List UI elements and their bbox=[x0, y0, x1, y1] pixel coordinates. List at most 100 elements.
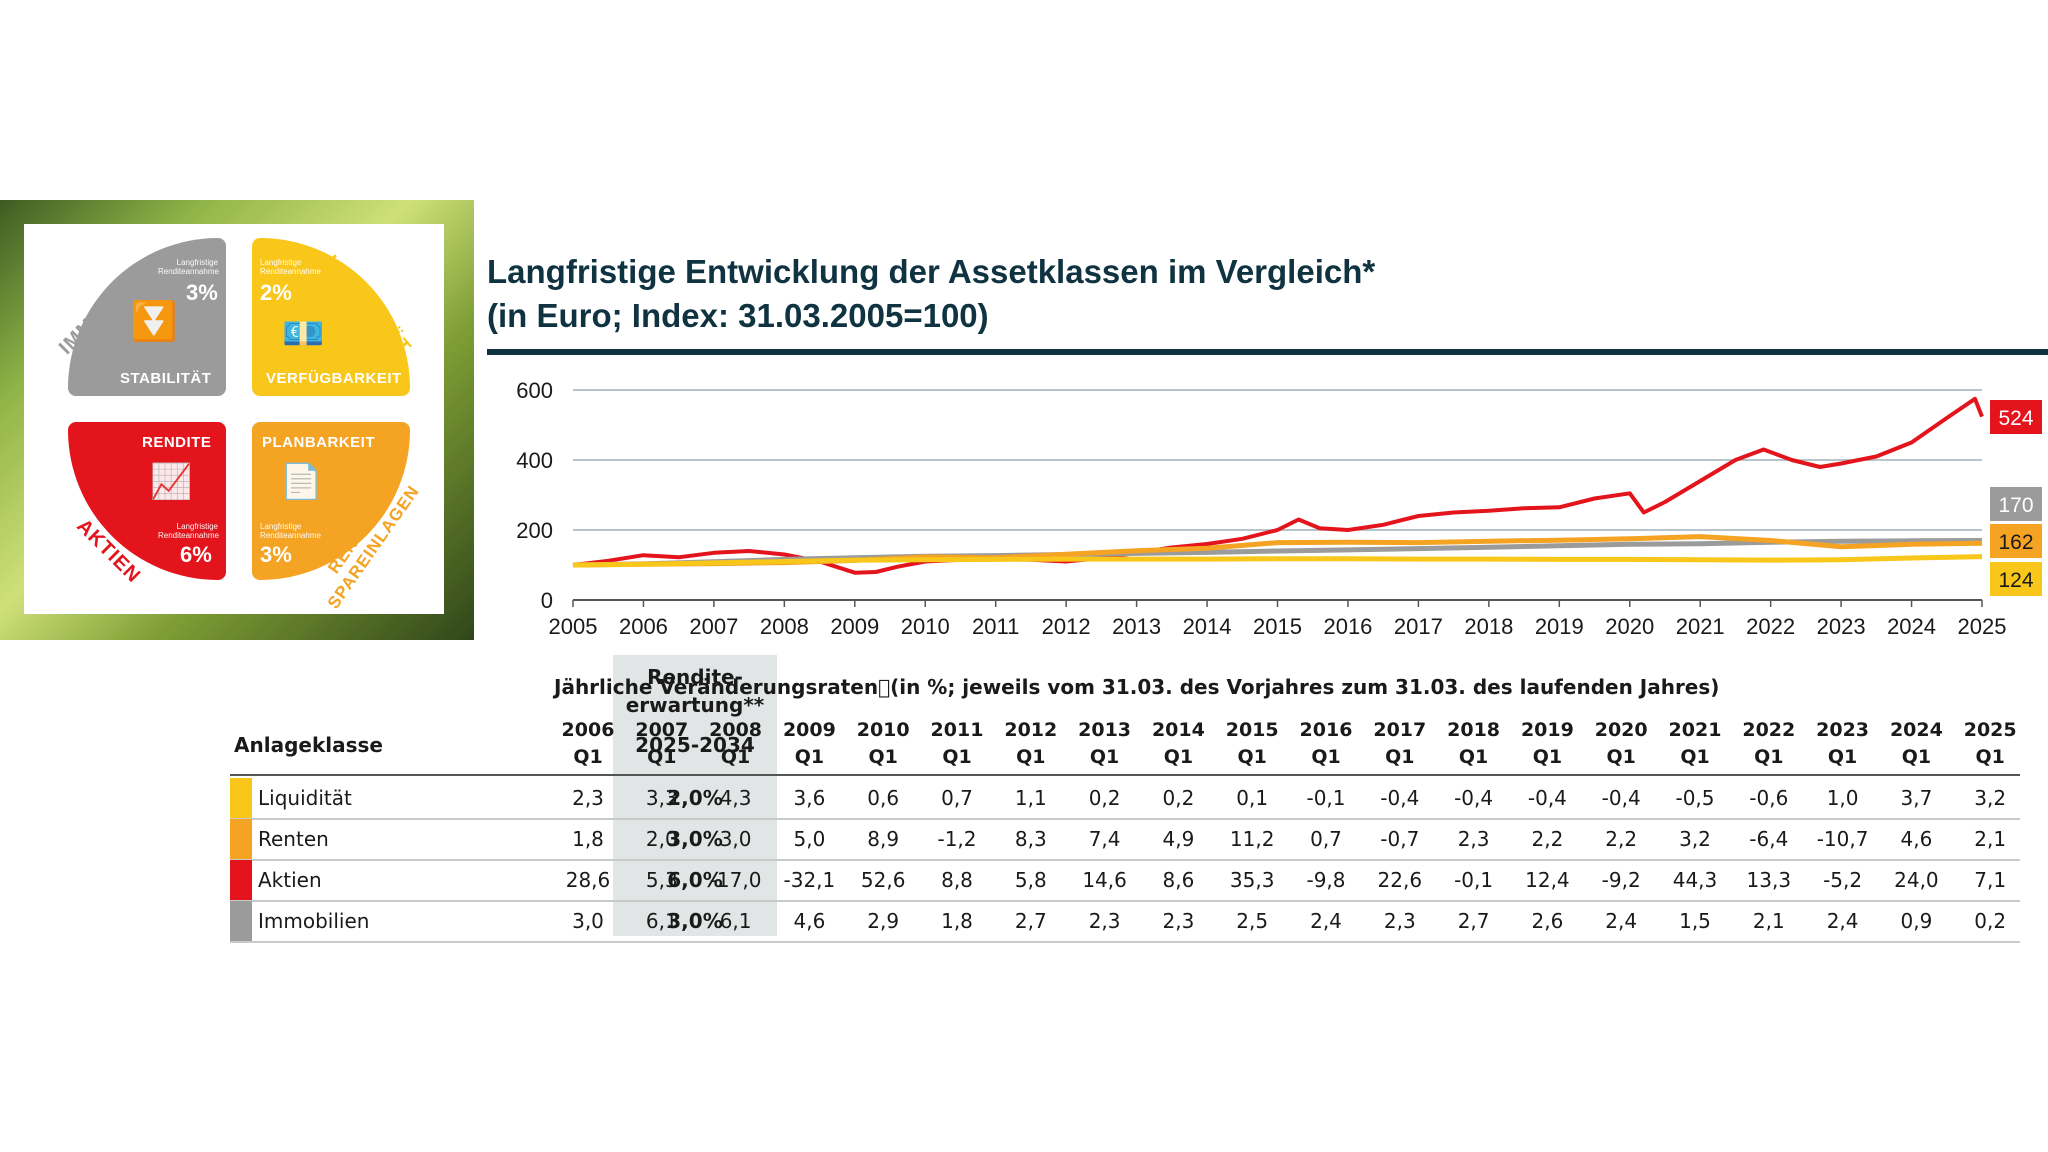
table-cell: 2,5 bbox=[1236, 909, 1269, 933]
table-cell: 2,2 bbox=[1605, 827, 1638, 851]
table-cell: -0,4 bbox=[1380, 786, 1420, 810]
table-cell: 5,0 bbox=[793, 827, 826, 851]
quarter-label: Q1 bbox=[1458, 746, 1489, 768]
year-label: 2023 bbox=[1816, 719, 1870, 741]
table-cell: 4,3 bbox=[719, 786, 752, 810]
year-header: 2016 Q1 bbox=[1290, 717, 1362, 771]
table-cell: 2,4 bbox=[1826, 909, 1859, 933]
quadrant-immobilien: Langfristige Renditeannahme 3% ⏬ STABILI… bbox=[68, 238, 226, 396]
table-cell: 35,3 bbox=[1229, 868, 1275, 892]
table-cell: -0,1 bbox=[1306, 786, 1346, 810]
year-header: 2024 Q1 bbox=[1880, 717, 1952, 771]
quarter-label: Q1 bbox=[1754, 746, 1784, 768]
liquiditaet-pct: 2% bbox=[260, 280, 292, 305]
table-cell: 7,4 bbox=[1088, 827, 1121, 851]
quadrant-renten: PLANBARKEIT 📄 Langfristige Renditeannahm… bbox=[252, 422, 410, 580]
table-cell: 1,1 bbox=[1014, 786, 1047, 810]
aktien-note: Langfristige Renditeannahme bbox=[158, 522, 219, 540]
table-cell: -6,4 bbox=[1749, 827, 1789, 851]
table-cell: 6,1 bbox=[645, 909, 678, 933]
row-expectation: 3,0% bbox=[667, 909, 723, 933]
table-cell: 28,6 bbox=[565, 868, 611, 892]
table-cell: 1,5 bbox=[1679, 909, 1711, 933]
table-cell: 13,3 bbox=[1746, 868, 1792, 892]
year-header: 2011 Q1 bbox=[921, 717, 993, 771]
table-cell: -10,7 bbox=[1816, 827, 1869, 851]
year-header: 2018 Q1 bbox=[1438, 717, 1510, 771]
table-cell: 2,3 bbox=[1383, 909, 1416, 933]
table-cell: 2,1 bbox=[1974, 827, 2007, 851]
table-cell: -0,1 bbox=[1454, 868, 1494, 892]
year-header: 2009 Q1 bbox=[773, 717, 845, 771]
x-tick-label: 2024 bbox=[1887, 614, 1936, 639]
year-label: 2016 bbox=[1299, 719, 1353, 741]
year-label: 2006 bbox=[561, 719, 615, 741]
table-cell: 3,2 bbox=[1974, 786, 2007, 810]
table-cell: -5,2 bbox=[1823, 868, 1863, 892]
row-label: Immobilien bbox=[258, 909, 370, 933]
year-header: 2025 Q1 bbox=[1954, 717, 2026, 771]
year-header: 2008 Q1 bbox=[700, 717, 772, 771]
table-cell: 0,9 bbox=[1900, 909, 1933, 933]
quarter-label: Q1 bbox=[1901, 746, 1932, 768]
table-cell: 3,0 bbox=[572, 909, 604, 933]
table-cell: 8,8 bbox=[941, 868, 973, 892]
table-cell: 3,6 bbox=[793, 786, 826, 810]
year-label: 2013 bbox=[1078, 719, 1132, 741]
liquiditaet-note: Langfristige Renditeannahme bbox=[260, 258, 321, 276]
year-label: 2014 bbox=[1151, 719, 1205, 741]
series-line-aktien bbox=[572, 396, 1984, 575]
quadrant-aktien: RENDITE 📈 Langfristige Renditeannahme 6% bbox=[68, 422, 226, 580]
table-cell: 3,7 bbox=[1900, 786, 1933, 810]
year-header: 2012 Q1 bbox=[995, 717, 1067, 771]
year-label: 2007 bbox=[635, 719, 689, 741]
table-cell: 0,2 bbox=[1162, 786, 1195, 810]
document-icon: 📄 bbox=[280, 463, 323, 501]
x-tick-label: 2019 bbox=[1535, 614, 1584, 639]
row-expectation: 3,0% bbox=[667, 827, 723, 851]
table-cell: 22,6 bbox=[1377, 868, 1423, 892]
year-label: 2024 bbox=[1889, 719, 1943, 741]
year-label: 2015 bbox=[1225, 719, 1279, 741]
expectation-column-shade bbox=[613, 655, 777, 936]
year-header: 2015 Q1 bbox=[1216, 717, 1288, 771]
immobilien-caption: STABILITÄT bbox=[120, 370, 212, 387]
table-cell: 1,8 bbox=[572, 827, 604, 851]
x-tick-label: 2014 bbox=[1183, 614, 1232, 639]
x-tick-label: 2015 bbox=[1253, 614, 1302, 639]
table-cell: 3,2 bbox=[1679, 827, 1711, 851]
end-label-aktien: 524 bbox=[1998, 407, 2033, 430]
table-cell: 2,3 bbox=[1162, 909, 1195, 933]
y-tick-label: 400 bbox=[516, 448, 553, 473]
header-rendite: Rendite-erwartung** bbox=[625, 665, 765, 717]
table-cell: 2,2 bbox=[1531, 827, 1564, 851]
table-cell: -9,8 bbox=[1306, 868, 1346, 892]
quarter-label: Q1 bbox=[1385, 746, 1415, 768]
table-cell: 4,6 bbox=[793, 909, 826, 933]
x-tick-label: 2007 bbox=[689, 614, 738, 639]
aktien-pct: 6% bbox=[180, 542, 212, 567]
y-tick-label: 200 bbox=[516, 518, 553, 543]
end-label-liquiditaet: 124 bbox=[1998, 569, 2033, 592]
table-cell: 8,9 bbox=[867, 827, 900, 851]
table-cell: 7,1 bbox=[1974, 868, 2007, 892]
table-cell: -17,0 bbox=[709, 868, 762, 892]
x-tick-label: 2011 bbox=[972, 614, 1019, 639]
table-cell: 0,2 bbox=[1974, 909, 2007, 933]
table-cell: 6,1 bbox=[719, 909, 752, 933]
table-cell: 2,7 bbox=[1014, 909, 1047, 933]
table-cell: 2,3 bbox=[572, 786, 604, 810]
liquiditaet-caption: VERFÜGBARKEIT bbox=[266, 370, 402, 387]
table-cell: 5,8 bbox=[1014, 868, 1047, 892]
row-rule bbox=[230, 941, 2020, 943]
year-header: 2013 Q1 bbox=[1069, 717, 1141, 771]
table-cell: -0,4 bbox=[1527, 786, 1567, 810]
table-cell: -0,5 bbox=[1675, 786, 1715, 810]
table-cell: 14,6 bbox=[1082, 868, 1127, 892]
year-label: 2012 bbox=[1004, 719, 1058, 741]
end-label-box-immobilien bbox=[1990, 487, 2042, 521]
year-label: 2009 bbox=[782, 719, 836, 741]
banknotes-icon: 💶 bbox=[282, 315, 325, 353]
table-cell: 2,4 bbox=[1605, 909, 1638, 933]
table-cell: 2,9 bbox=[867, 909, 900, 933]
